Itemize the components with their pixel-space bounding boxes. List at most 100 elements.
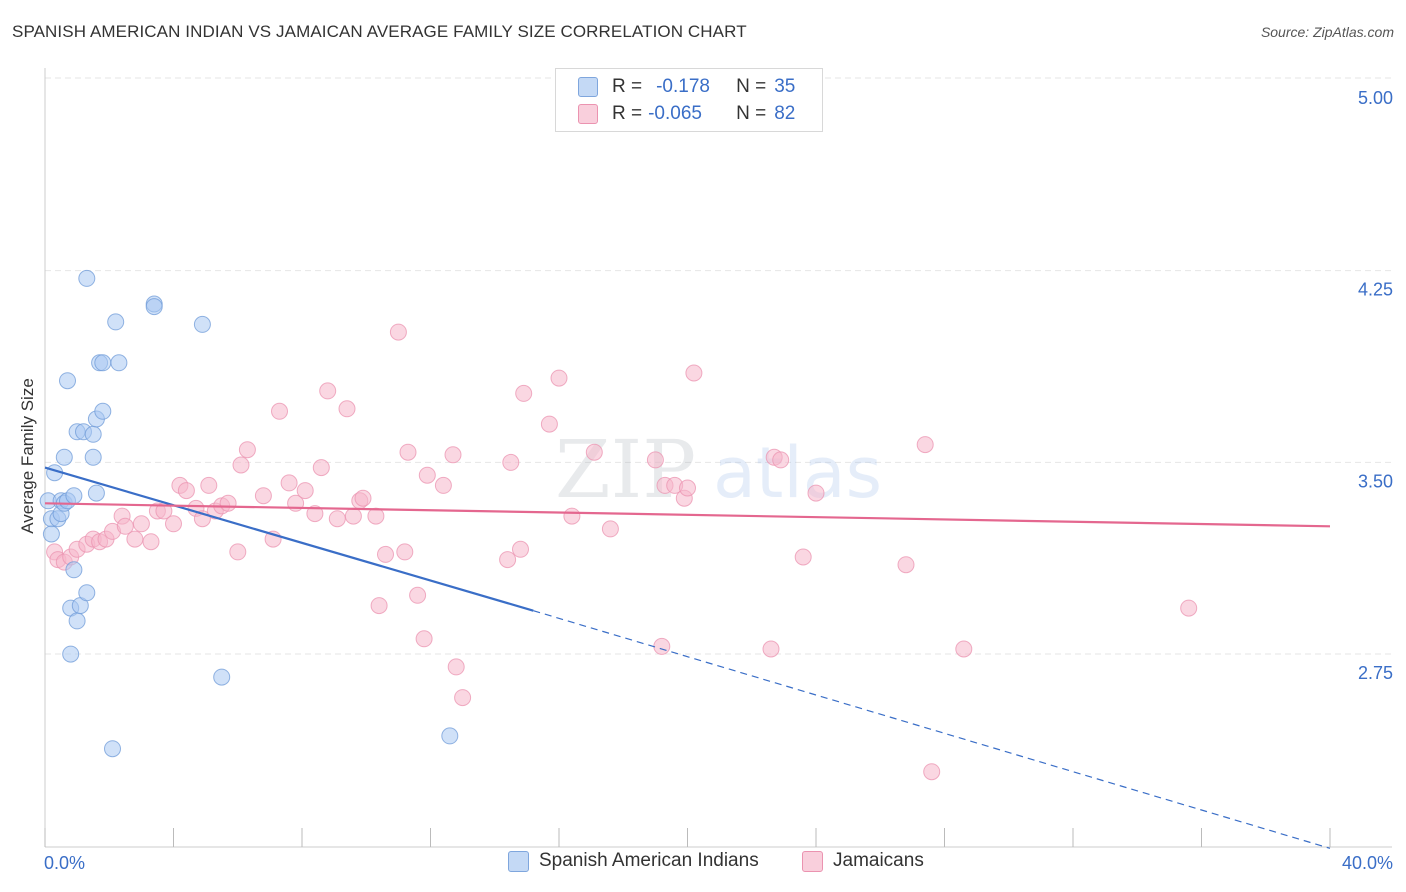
bottom-legend-jamaicans: Jamaicans: [802, 850, 924, 872]
spanish-american-indians-point-33: [193, 315, 211, 333]
jamaicans-point-35: [306, 505, 324, 523]
jamaicans-point-40: [344, 507, 362, 525]
jamaicans-point-32: [280, 474, 298, 492]
spanish-american-indians-point-20: [78, 269, 96, 287]
bottom-legend-swatch-pink: [802, 850, 823, 872]
jamaicans-point-19: [177, 482, 195, 500]
spanish-american-indians-point-9: [59, 372, 76, 390]
spanish-american-indians-point-28: [104, 740, 121, 758]
jamaicans-point-55: [454, 689, 472, 707]
spanish-american-indians-point-21: [84, 448, 102, 466]
y-axis-label: Average Family Size: [18, 378, 37, 534]
spanish-american-indians-point-27: [94, 354, 112, 372]
spanish-american-indians-point-26: [94, 402, 112, 420]
spanish-american-indians-point-34: [213, 668, 231, 686]
x-tick-label-1: 40.0%: [1342, 853, 1393, 873]
jamaicans-point-75: [794, 548, 812, 566]
jamaicans-point-44: [370, 597, 388, 615]
y-tick-label-1: 3.50: [1358, 471, 1393, 491]
spanish-american-indians-point-24: [87, 484, 105, 502]
jamaicans-point-17: [165, 515, 182, 533]
bottom-legend-label: Spanish American Indians: [539, 850, 759, 871]
axes: [44, 68, 1392, 848]
spanish-american-indians-point-32: [145, 298, 163, 316]
jamaicans-point-54: [447, 658, 465, 676]
jamaicans-point-81: [1180, 599, 1198, 617]
jamaicans-point-76: [807, 484, 825, 502]
jamaicans-point-59: [515, 384, 533, 402]
trend-lines: [44, 466, 1331, 849]
legend-n-value: 82: [774, 103, 796, 124]
jamaicans-point-80: [955, 640, 973, 658]
jamaicans-point-49: [409, 586, 427, 604]
jamaicans-point-31: [271, 402, 288, 420]
jamaicans-point-25: [219, 494, 237, 512]
jamaicans-points: [46, 323, 1198, 781]
jamaicans-point-22: [200, 476, 218, 494]
jamaicans-point-71: [685, 364, 703, 382]
jamaicans-point-14: [142, 533, 160, 551]
spanish-american-indians-point-13: [65, 561, 83, 579]
jamaicans-point-61: [550, 369, 568, 387]
jamaicans-point-13: [132, 515, 150, 533]
jamaicans-point-60: [540, 415, 558, 433]
legend-n-label: N =: [736, 103, 767, 124]
legend-row-jamaicans: R = -0.065 N = 82: [578, 102, 795, 126]
jamaicans-point-37: [319, 382, 337, 400]
spanish-american-indians-points: [39, 269, 459, 758]
jamaicans-point-45: [377, 545, 394, 563]
jamaicans-point-46: [389, 323, 407, 341]
y-tick-label-3: 5.00: [1358, 88, 1393, 108]
jamaicans-point-74: [772, 451, 790, 469]
spanish-american-indians-point-14: [65, 487, 83, 505]
spanish-american-indians-point-11: [62, 645, 80, 663]
jamaicans-point-51: [418, 466, 436, 484]
legend-r-label: R =: [612, 103, 643, 124]
jamaicans-point-43: [367, 507, 385, 525]
legend-r-value: -0.065: [648, 103, 702, 124]
jamaicans-point-50: [415, 630, 433, 648]
chart-title: SPANISH AMERICAN INDIAN VS JAMAICAN AVER…: [12, 22, 747, 41]
jamaicans-point-42: [354, 489, 372, 507]
spanish-american-indians-point-19: [78, 584, 96, 602]
bottom-legend-label: Jamaicans: [833, 850, 924, 871]
correlation-legend: R = -0.178 N = 35 R = -0.065 N = 82: [555, 68, 823, 132]
jamaicans-point-26: [229, 543, 247, 561]
jamaicans-point-29: [254, 487, 272, 505]
trend-line-spanish-american-indians: [44, 466, 534, 612]
y-tick-label-2: 4.25: [1358, 280, 1393, 300]
grid-lines: [45, 77, 1392, 655]
jamaicans-point-52: [434, 476, 452, 494]
legend-swatch-pink: [578, 104, 598, 124]
jamaicans-point-34: [296, 482, 314, 500]
jamaicans-point-63: [585, 443, 603, 461]
jamaicans-point-57: [502, 453, 520, 471]
legend-n-value: 35: [774, 76, 796, 97]
jamaicans-point-58: [512, 540, 529, 558]
bottom-legend-spanish-american-indians: Spanish American Indians: [508, 850, 759, 872]
legend-swatch-blue: [578, 77, 598, 97]
jamaicans-point-12: [126, 530, 144, 548]
watermark: ZIP atlas: [555, 423, 882, 516]
jamaicans-point-38: [328, 510, 346, 528]
spanish-american-indians-point-2: [42, 525, 60, 543]
spanish-american-indians-point-22: [84, 425, 102, 443]
spanish-american-indians-point-30: [110, 354, 128, 372]
jamaicans-point-66: [653, 637, 671, 655]
x-tick-label-0: 0.0%: [44, 853, 85, 873]
jamaicans-point-62: [563, 507, 581, 525]
spanish-american-indians-point-8: [55, 448, 73, 466]
bottom-legend-swatch-blue: [508, 850, 529, 872]
jamaicans-point-27: [238, 441, 256, 459]
jamaicans-point-56: [499, 551, 517, 569]
trend-line-spanish-american-indians-extension: [533, 610, 1331, 849]
spanish-american-indians-point-35: [441, 727, 459, 745]
jamaicans-point-79: [923, 763, 941, 781]
spanish-american-indians-point-29: [107, 313, 125, 331]
jamaicans-point-70: [679, 479, 696, 497]
jamaicans-point-73: [762, 640, 780, 658]
jamaicans-point-65: [646, 451, 664, 469]
jamaicans-point-77: [897, 556, 915, 574]
watermark-atlas: atlas: [713, 432, 882, 514]
